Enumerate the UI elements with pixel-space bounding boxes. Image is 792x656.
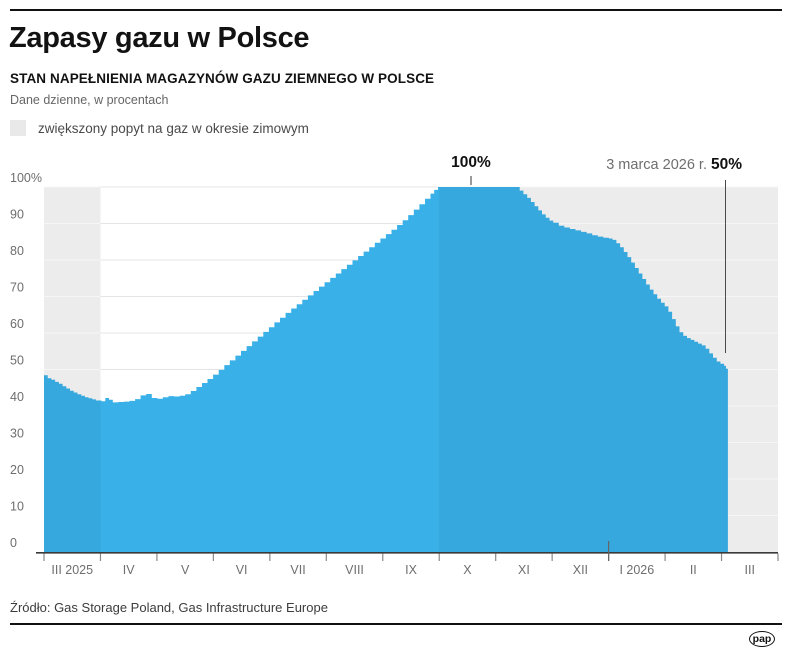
y-tick-label: 0: [10, 536, 17, 550]
legend-label: zwiększony popyt na gaz w okresie zimowy…: [38, 120, 309, 136]
y-tick-label: 30: [10, 427, 24, 441]
source-line: Źródło: Gas Storage Poland, Gas Infrastr…: [10, 600, 328, 615]
peak-annotation-tick: [470, 176, 472, 185]
bottom-rule: [10, 623, 782, 626]
x-tick-label: III: [745, 563, 755, 577]
end-annotation-line: [725, 180, 727, 353]
chart-unit-note: Dane dzienne, w procentach: [10, 93, 169, 107]
end-annotation: 3 marca 2026 r. 50%: [0, 156, 742, 174]
x-tick-label: V: [181, 563, 190, 577]
y-tick-label: 80: [10, 244, 24, 258]
x-tick-label: X: [463, 563, 472, 577]
x-tick-label: XI: [518, 563, 530, 577]
x-tick-label: IV: [123, 563, 135, 577]
y-tick-label: 70: [10, 281, 24, 295]
x-tick-label: VII: [290, 563, 305, 577]
x-tick-label: VI: [236, 563, 248, 577]
y-tick-label: 60: [10, 317, 24, 331]
end-annotation-value: 50%: [710, 156, 742, 173]
y-tick-label: 40: [10, 390, 24, 404]
y-tick-label: 20: [10, 463, 24, 477]
x-tick-label: VIII: [345, 563, 364, 577]
peak-annotation: 100%: [451, 154, 491, 171]
legend: zwiększony popyt na gaz w okresie zimowy…: [10, 120, 309, 136]
x-tick-label: III 2025: [51, 563, 93, 577]
y-tick-label: 10: [10, 500, 24, 514]
y-tick-label: 90: [10, 208, 24, 222]
x-tick-label: I 2026: [619, 563, 654, 577]
storage-level-area: [44, 187, 728, 552]
x-tick-label: IX: [405, 563, 417, 577]
top-rule: [10, 9, 782, 12]
pap-logo: pap: [749, 631, 775, 647]
y-tick-label: 100%: [10, 171, 42, 185]
x-tick-label: XII: [573, 563, 588, 577]
page-title: Zapasy gazu w Polsce: [9, 22, 310, 54]
y-tick-label: 50: [10, 354, 24, 368]
winter-band-swatch: [10, 120, 26, 136]
chart-subtitle: STAN NAPEŁNIENIA MAGAZYNÓW GAZU ZIEMNEGO…: [10, 71, 435, 86]
x-tick-label: II: [690, 563, 697, 577]
end-annotation-date: 3 marca 2026 r.: [606, 157, 707, 173]
pap-logo-text: pap: [752, 632, 772, 645]
